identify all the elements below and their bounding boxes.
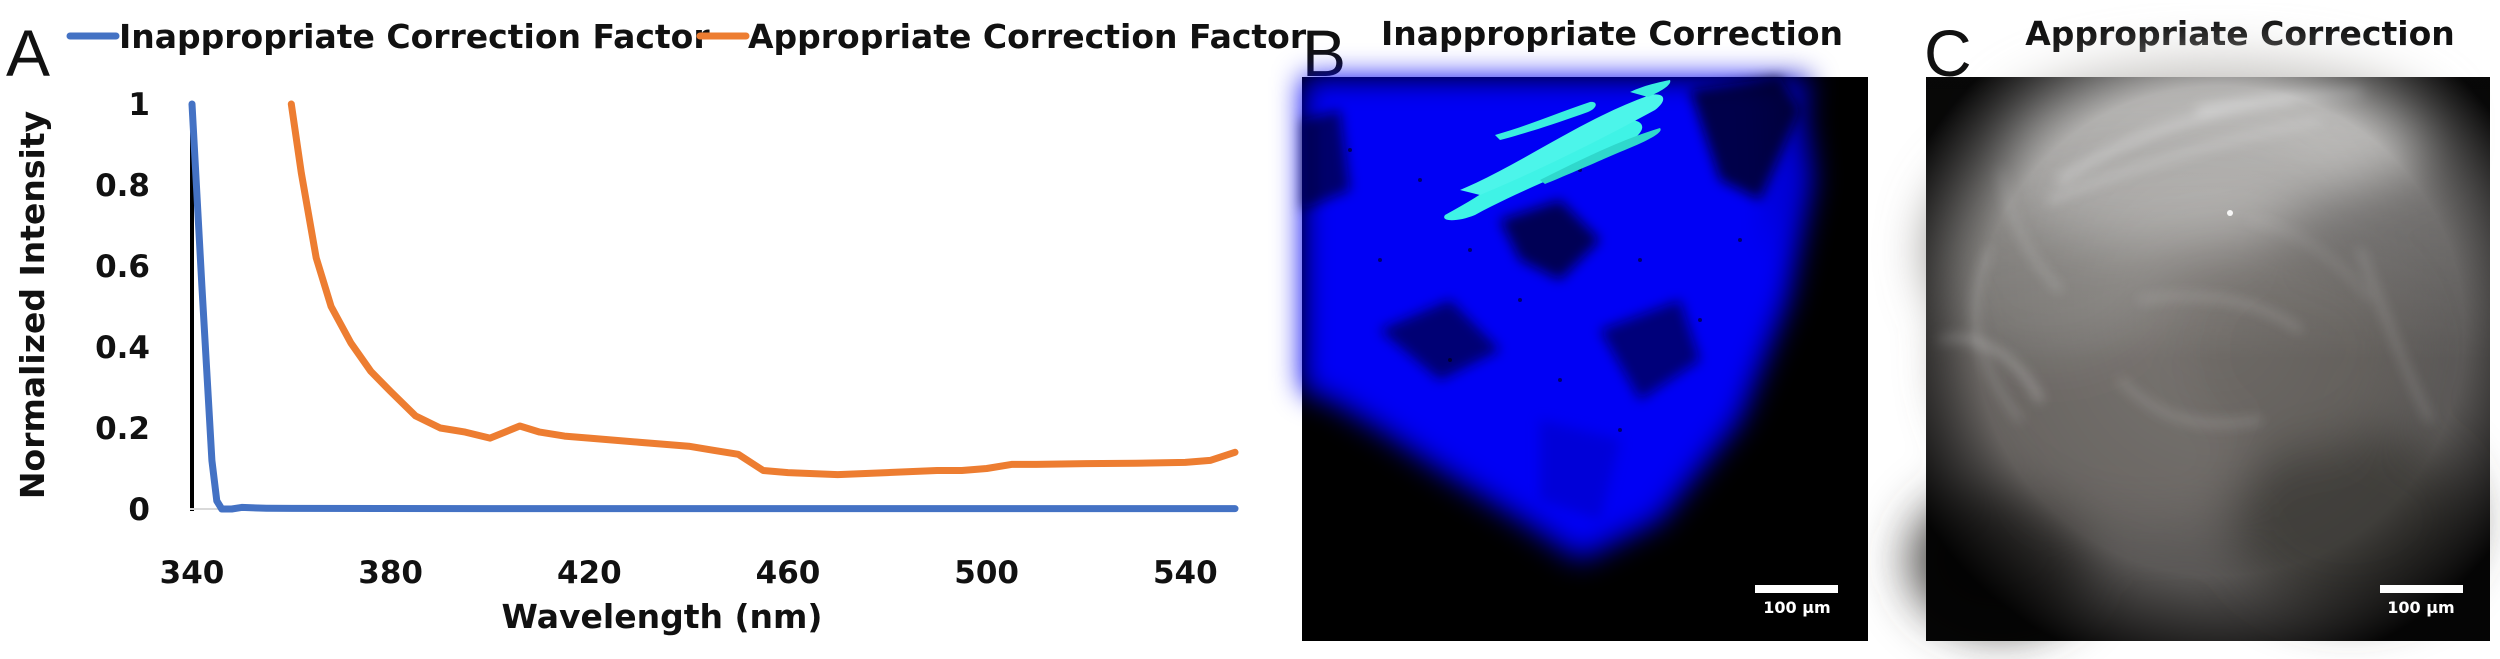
appropriate-correction-image: 100 µm [1910, 60, 2490, 641]
x-tick-label: 500 [954, 555, 1019, 591]
y-tick-label: 0.2 [95, 411, 150, 447]
scale-bar-b [1755, 585, 1838, 593]
panel-c-title: Appropriate Correction [2025, 14, 2454, 53]
chart-legend: Inappropriate Correction Factor Appropri… [66, 17, 1307, 56]
scale-bar-c [2380, 585, 2463, 593]
series-line-appropriate [287, 100, 1239, 479]
y-tick-label: 0.8 [95, 168, 150, 204]
panel-b: B Inappropriate Correction [1302, 14, 1868, 641]
x-tick-label: 540 [1153, 555, 1218, 591]
panel-letter-a: A [6, 16, 50, 90]
x-tick-label: 380 [358, 555, 423, 591]
y-tick-label: 0 [128, 492, 150, 528]
x-tick-labels: 340 380 420 460 500 540 [160, 555, 1218, 591]
scale-bar-c-label: 100 µm [2387, 598, 2454, 617]
inappropriate-correction-image: 100 µm [1302, 77, 1868, 641]
panel-a: A Inappropriate Correction Factor Approp… [6, 16, 1307, 636]
y-tick-labels: 0 0.2 0.4 0.6 0.8 1 [95, 87, 150, 528]
x-tick-label: 420 [557, 555, 622, 591]
legend-label-appropriate: Appropriate Correction Factor [748, 17, 1307, 56]
legend-label-inappropriate: Inappropriate Correction Factor [119, 17, 710, 56]
y-axis-title: Normalized Intensity [13, 111, 52, 499]
saturation-streaks [1444, 80, 1671, 221]
x-tick-label: 460 [756, 555, 821, 591]
y-tick-label: 0.6 [95, 249, 150, 285]
panel-c: C Appropriate Correction [1910, 14, 2490, 641]
series-line-inappropriate [188, 100, 1239, 513]
y-tick-label: 1 [128, 87, 150, 123]
x-axis-title: Wavelength (nm) [502, 597, 823, 636]
plot-series [188, 100, 1239, 513]
y-tick-label: 0.4 [95, 330, 150, 366]
scale-bar-b-label: 100 µm [1763, 598, 1830, 617]
x-tick-label: 340 [160, 555, 225, 591]
panel-b-title: Inappropriate Correction [1381, 14, 1843, 53]
